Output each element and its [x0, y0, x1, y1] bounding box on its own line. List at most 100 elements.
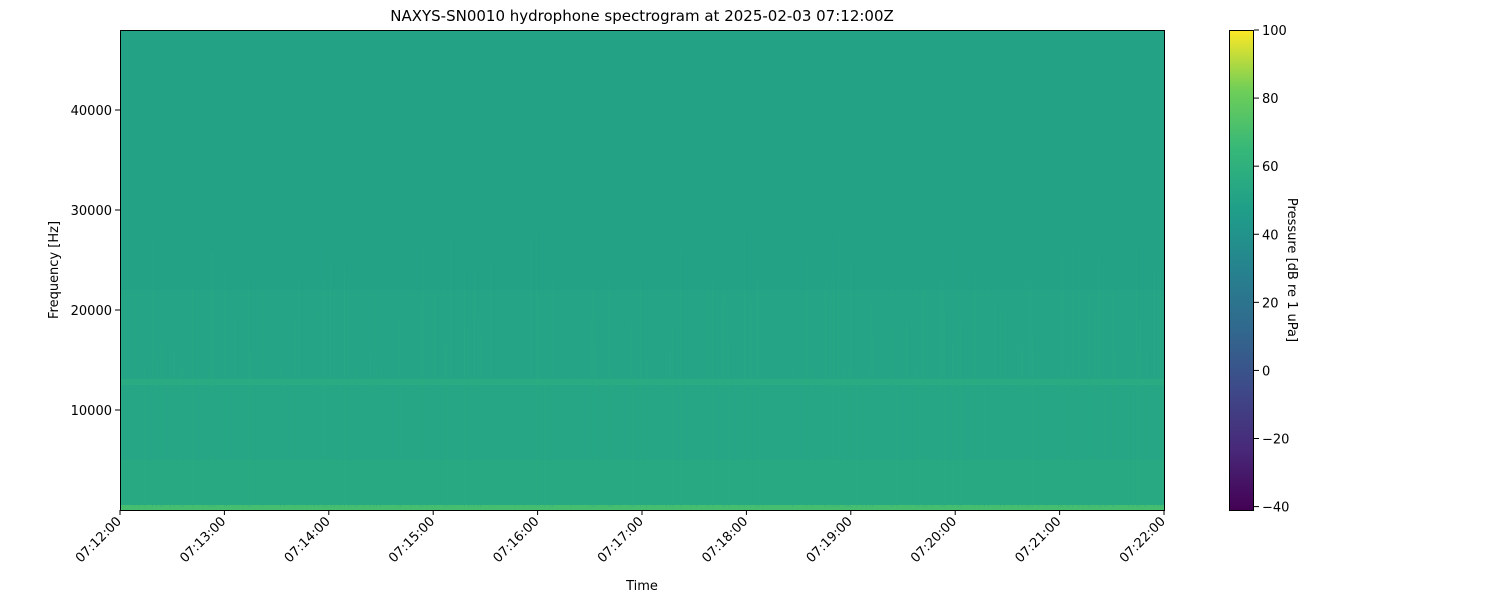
spectral-streak: [1144, 385, 1145, 507]
spectral-streak: [620, 338, 621, 507]
spectral-streak: [374, 294, 375, 507]
spectral-streak: [1028, 282, 1029, 507]
spectral-streak: [974, 272, 975, 507]
spectral-streak: [314, 319, 315, 507]
spectral-streak: [866, 370, 867, 507]
spectral-streak: [410, 253, 411, 507]
spectral-streak: [646, 362, 647, 507]
spectral-streak: [944, 309, 945, 507]
spectral-streak: [144, 364, 145, 507]
spectral-streak: [464, 271, 465, 507]
spectral-streak: [1068, 371, 1069, 507]
spectral-streak: [242, 246, 243, 507]
spectral-streak: [340, 301, 341, 507]
spectral-streak: [134, 295, 135, 507]
spectral-streak: [1088, 292, 1089, 507]
y-tick-label: 20000: [71, 304, 112, 319]
x-tick-label: 07:13:00: [177, 514, 229, 566]
spectral-streak: [422, 248, 423, 507]
spectral-streak: [1038, 354, 1039, 507]
spectral-streak: [330, 264, 331, 507]
spectral-streak: [1062, 257, 1063, 507]
spectral-streak: [958, 242, 959, 508]
spectral-streak: [306, 376, 307, 507]
spectral-streak: [550, 294, 551, 507]
spectral-streak: [612, 379, 613, 507]
spectral-streak: [594, 315, 595, 507]
frequency-band: [120, 290, 1164, 379]
spectral-streak: [826, 275, 827, 507]
spectral-streak: [152, 234, 153, 507]
spectral-streak: [434, 295, 435, 507]
spectral-streak: [940, 276, 941, 507]
x-tick-label: 07:18:00: [699, 514, 751, 566]
x-tick-label: 07:17:00: [595, 514, 647, 566]
spectral-streak: [832, 274, 833, 507]
spectral-streak: [530, 236, 531, 507]
spectral-streak: [170, 333, 171, 507]
spectral-streak: [924, 241, 925, 507]
spectral-streak: [1046, 235, 1047, 507]
spectral-streak: [984, 386, 985, 507]
spectral-streak: [474, 269, 475, 507]
spectral-streak: [960, 322, 961, 507]
spectral-streak: [872, 333, 873, 507]
spectral-streak: [596, 349, 597, 507]
spectral-streak: [792, 361, 793, 507]
spectral-streak: [1138, 349, 1139, 507]
spectral-streak: [224, 272, 225, 507]
spectral-streak: [988, 269, 989, 507]
x-tick-label: 07:12:00: [73, 514, 125, 566]
spectral-streak: [450, 236, 451, 507]
x-tick-label: 07:22:00: [1117, 514, 1169, 566]
spectral-streak: [728, 342, 729, 507]
spectral-streak: [850, 260, 851, 507]
spectral-streak: [696, 370, 697, 507]
spectral-streak: [916, 267, 917, 507]
spectral-streak: [174, 351, 175, 507]
spectral-streak: [348, 274, 349, 507]
spectral-streak: [670, 351, 671, 507]
spectral-streak: [398, 317, 399, 507]
spectral-streak: [480, 334, 481, 507]
spectral-streak: [1030, 281, 1031, 507]
spectral-streak: [202, 317, 203, 507]
colorbar-tick-label: 20: [1262, 296, 1279, 311]
spectral-streak: [250, 353, 251, 507]
spectral-streak: [538, 298, 539, 507]
spectral-streak: [608, 279, 609, 507]
spectral-streak: [680, 250, 681, 507]
spectral-streak: [468, 328, 469, 507]
spectral-streak: [844, 345, 845, 507]
spectral-streak: [836, 389, 837, 507]
spectral-streak: [1104, 387, 1105, 507]
colorbar-tick-label: 40: [1262, 228, 1279, 243]
spectral-streak: [344, 264, 345, 507]
spectral-streak: [862, 282, 863, 507]
spectral-streak: [602, 372, 603, 507]
spectral-streak: [1136, 244, 1137, 508]
spectral-streak: [1140, 321, 1141, 507]
spectral-streak: [978, 234, 979, 507]
spectral-streak: [672, 326, 673, 507]
spectral-streak: [830, 297, 831, 507]
spectral-streak: [1078, 250, 1079, 507]
spectral-streak: [326, 248, 327, 507]
spectral-streak: [370, 352, 371, 507]
spectral-streak: [536, 230, 537, 507]
spectral-streak: [380, 299, 381, 507]
spectral-streak: [640, 279, 641, 507]
spectral-streak: [762, 231, 763, 507]
spectral-streak: [318, 305, 319, 507]
spectral-streak: [926, 386, 927, 507]
frequency-band: [120, 460, 1164, 505]
spectral-streak: [1090, 334, 1091, 507]
spectral-streak: [284, 376, 285, 507]
spectral-streak: [738, 238, 739, 507]
spectral-streak: [994, 302, 995, 507]
spectral-streak: [654, 375, 655, 507]
chart-title: NAXYS-SN0010 hydrophone spectrogram at 2…: [390, 7, 894, 25]
spectral-streak: [722, 296, 723, 507]
spectral-streak: [262, 255, 263, 507]
